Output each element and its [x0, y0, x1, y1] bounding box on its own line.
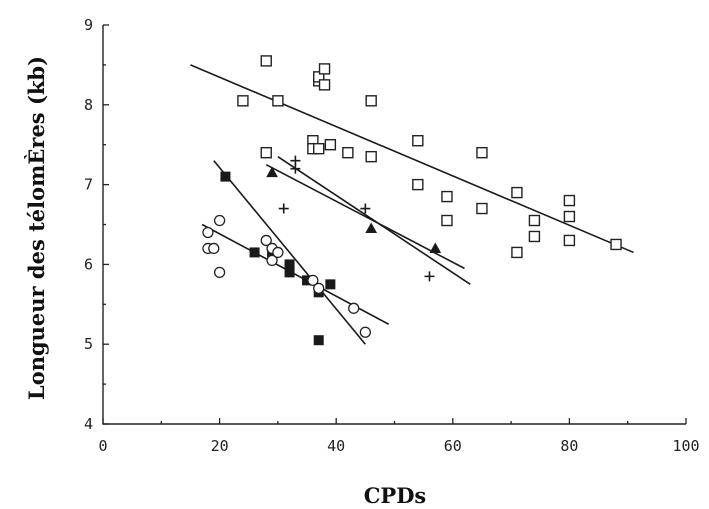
- point-open-square: [441, 214, 453, 227]
- point-open-square: [365, 95, 377, 107]
- point-open-square: [563, 234, 576, 247]
- point-open-circle: [202, 226, 214, 239]
- point-open-circle: [208, 242, 220, 255]
- data-points: [202, 55, 622, 346]
- point-filled-square: [284, 267, 295, 278]
- y-tick-label: 4: [84, 415, 93, 433]
- point-open-square: [610, 238, 622, 251]
- point-open-square: [342, 146, 354, 159]
- point-open-square: [260, 146, 272, 159]
- point-open-square: [563, 210, 576, 223]
- trendline-filled-square: [213, 160, 366, 345]
- x-axis-title: CPDs: [364, 483, 427, 508]
- point-plus: [360, 203, 371, 214]
- point-filled-triangle: [429, 242, 442, 253]
- point-plus: [290, 163, 301, 174]
- x-tick-label: 80: [560, 437, 578, 455]
- point-open-square: [511, 246, 523, 259]
- trendline-open-square: [190, 64, 634, 254]
- point-open-square: [313, 142, 325, 155]
- point-open-square: [272, 95, 284, 107]
- point-open-circle: [260, 234, 272, 247]
- x-tick-label: 100: [672, 437, 699, 455]
- point-filled-square: [313, 335, 324, 346]
- point-open-circle: [359, 326, 372, 338]
- point-open-square: [476, 202, 488, 215]
- trendline-open-circle: [201, 223, 390, 325]
- point-open-circle: [213, 266, 226, 279]
- point-open-square: [412, 178, 424, 191]
- y-tick-label: 6: [84, 255, 93, 273]
- point-filled-square: [325, 279, 336, 290]
- y-axis-title: Longueur des télomÈres (kb): [24, 56, 49, 400]
- point-open-circle: [307, 274, 319, 287]
- point-open-square: [324, 138, 337, 151]
- y-tick-label: 8: [84, 96, 93, 114]
- point-open-circle: [313, 282, 325, 294]
- point-open-square: [563, 194, 576, 207]
- point-open-circle: [266, 254, 278, 267]
- point-open-circle: [213, 214, 226, 227]
- point-filled-square: [249, 247, 260, 258]
- point-open-circle: [348, 302, 360, 314]
- point-open-square: [528, 214, 541, 227]
- axes: [102, 24, 687, 425]
- axis-frame: [102, 25, 686, 425]
- point-open-square: [528, 230, 541, 243]
- y-tick-label: 5: [84, 335, 93, 353]
- point-open-square: [441, 190, 453, 203]
- point-plus: [278, 203, 289, 214]
- point-filled-triangle: [266, 166, 278, 178]
- point-open-square: [412, 135, 424, 147]
- point-open-square: [365, 150, 377, 163]
- x-tick-label: 40: [327, 437, 345, 455]
- point-open-square: [313, 71, 325, 83]
- x-tick-label: 20: [211, 437, 229, 455]
- point-open-square: [476, 146, 488, 159]
- point-plus: [424, 271, 435, 282]
- point-open-square: [318, 63, 331, 75]
- x-tick-label: 60: [444, 437, 462, 455]
- point-open-square: [318, 79, 331, 91]
- point-filled-square: [220, 171, 231, 182]
- x-tick-label: 0: [98, 437, 107, 455]
- point-open-square: [260, 55, 272, 67]
- point-open-square: [237, 95, 249, 107]
- point-open-square: [511, 186, 523, 199]
- point-open-circle: [272, 246, 284, 259]
- y-tick-label: 7: [84, 176, 93, 194]
- tick-labels: 0 20 40 60 80 100 4 5 6 7 8 9: [84, 16, 700, 455]
- y-tick-label: 9: [84, 16, 93, 34]
- point-filled-triangle: [365, 222, 378, 233]
